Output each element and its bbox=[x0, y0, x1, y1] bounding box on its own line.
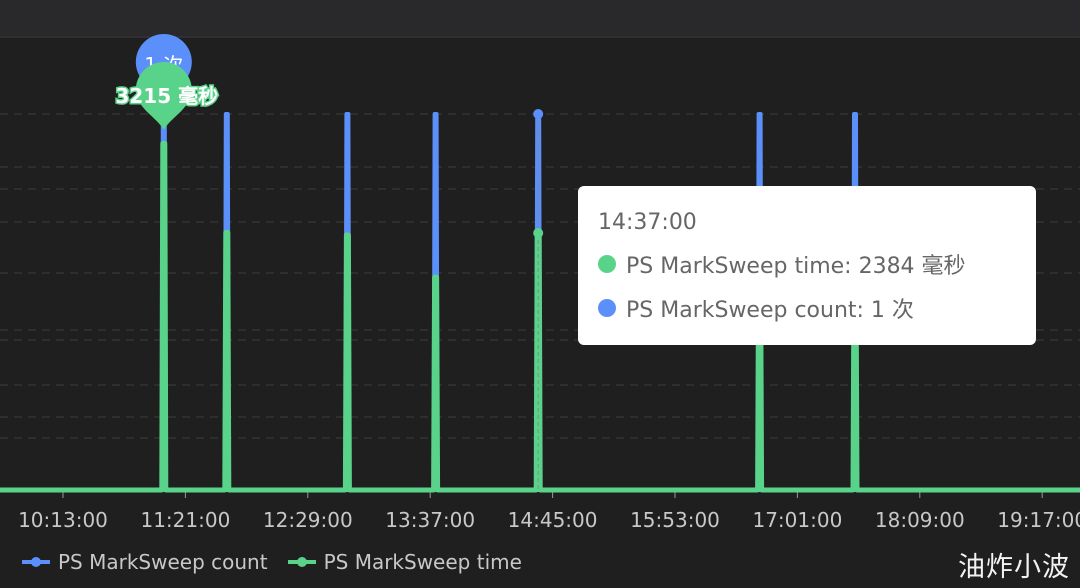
max-time-label: 3215 毫秒 bbox=[115, 84, 218, 108]
legend-line-icon bbox=[22, 557, 50, 567]
x-tick-label: 11:21:00 bbox=[140, 508, 230, 532]
tooltip-row-time: PS MarkSweep time: 2384 毫秒 bbox=[598, 248, 1016, 280]
x-tick-label: 19:17:00 bbox=[997, 508, 1080, 532]
hover-point-count bbox=[533, 109, 544, 119]
x-tick-label: 13:37:00 bbox=[385, 508, 475, 532]
series-dot-icon bbox=[598, 299, 616, 317]
max-time-marker bbox=[135, 62, 192, 131]
hover-point-time bbox=[533, 228, 544, 239]
legend-line-icon bbox=[287, 557, 316, 567]
chart-legend: PS MarkSweep count PS MarkSweep time bbox=[22, 550, 522, 574]
x-tick-label: 12:29:00 bbox=[263, 508, 353, 532]
x-tick-label: 17:01:00 bbox=[752, 508, 842, 532]
x-tick-label: 10:13:00 bbox=[18, 508, 108, 532]
chart-tooltip: 14:37:00 PS MarkSweep time: 2384 毫秒 PS M… bbox=[578, 186, 1036, 345]
top-toolbar bbox=[0, 0, 1080, 38]
series-dot-icon bbox=[598, 255, 616, 273]
tooltip-time: 14:37:00 bbox=[598, 210, 697, 235]
x-tick-label: 15:53:00 bbox=[630, 508, 720, 532]
legend-item-time[interactable]: PS MarkSweep time bbox=[287, 550, 522, 574]
watermark: 油炸小波 bbox=[958, 552, 1070, 583]
x-tick-label: 14:45:00 bbox=[508, 508, 598, 532]
x-tick-label: 18:09:00 bbox=[875, 508, 965, 532]
legend-item-count[interactable]: PS MarkSweep count bbox=[22, 550, 268, 574]
tooltip-row-count: PS MarkSweep count: 1 次 bbox=[598, 292, 1016, 324]
